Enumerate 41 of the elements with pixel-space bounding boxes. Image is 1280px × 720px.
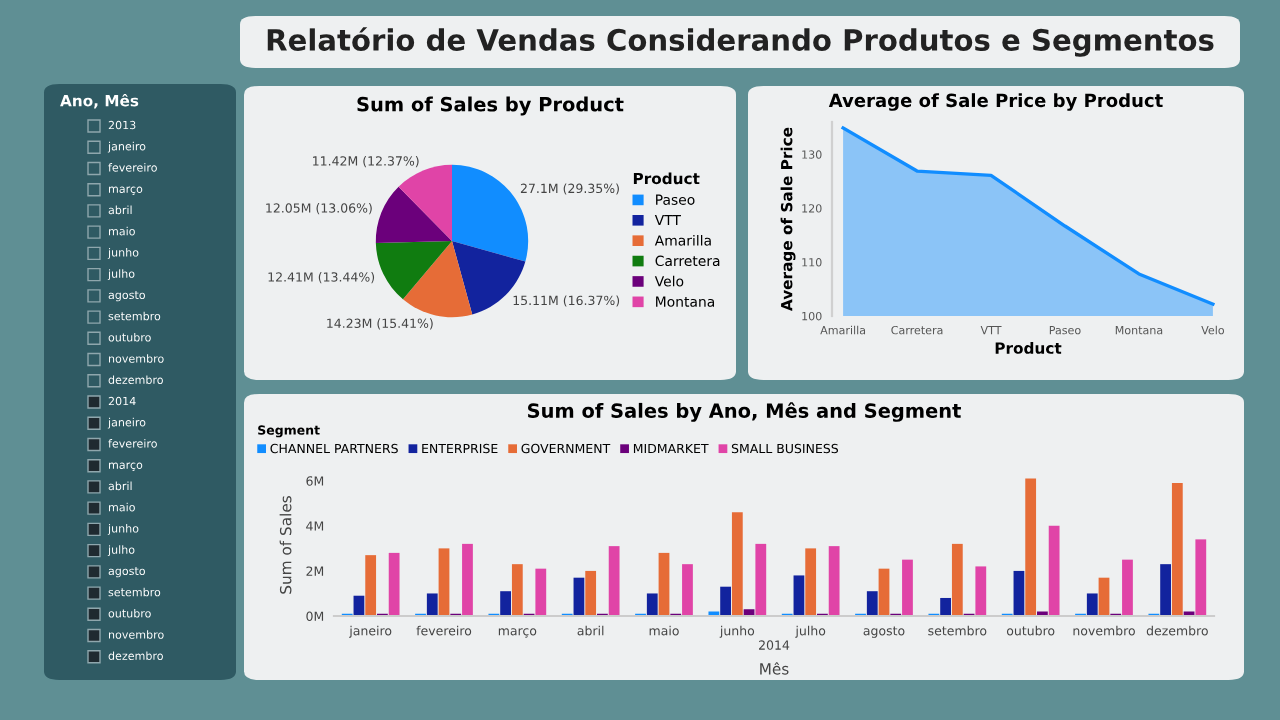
bar: [535, 568, 547, 616]
bar: [878, 568, 890, 616]
pie-slice: [375, 186, 452, 244]
bar: [755, 543, 767, 616]
bar: [793, 575, 805, 616]
bar: [585, 570, 597, 616]
bar: [1086, 593, 1098, 616]
bar: [511, 564, 523, 616]
pie-slice: [375, 241, 452, 300]
bar: [720, 586, 731, 616]
bar: [805, 548, 817, 616]
bar: [828, 546, 840, 616]
chart-title: Sum of Sales by Ano, Mês and Segment: [528, 402, 961, 422]
bar: [462, 543, 473, 616]
bar: [866, 591, 878, 616]
bar: [940, 597, 951, 616]
bar: [365, 555, 377, 616]
bar: [658, 552, 670, 616]
bar: [1025, 478, 1037, 616]
bar: [1013, 570, 1025, 616]
bar: [426, 593, 438, 616]
bar: [1160, 564, 1171, 616]
pie-slice: [398, 164, 452, 241]
bar: [388, 552, 400, 616]
chart-title: Average of Sale Price by Product: [828, 93, 1163, 111]
text: Relatório de Vendas Considerando Produtos e Segmentos: [267, 27, 1214, 57]
bar: [1195, 539, 1207, 616]
bar: [608, 546, 620, 616]
bar: [975, 566, 987, 616]
bar: [902, 559, 913, 616]
chart-title: Sum of Sales by Product: [357, 96, 624, 116]
bar: [438, 548, 450, 616]
bar: [682, 564, 693, 616]
bar: [1048, 525, 1060, 616]
bar: [951, 543, 963, 616]
bar: [1171, 483, 1183, 616]
pie-slice: [402, 241, 473, 318]
bar: [731, 512, 743, 616]
bar: [1122, 559, 1133, 616]
bar: [500, 591, 511, 616]
bar: [646, 593, 658, 616]
